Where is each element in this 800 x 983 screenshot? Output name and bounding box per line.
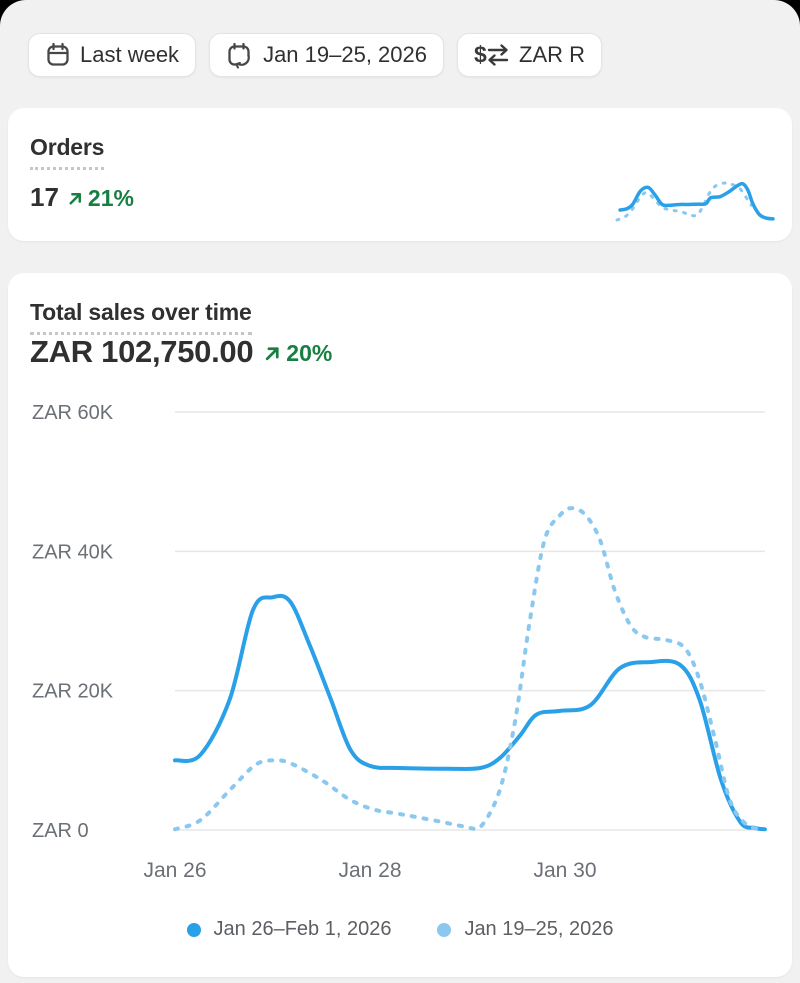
orders-metric-row: 17 21% (30, 182, 134, 213)
currency-button[interactable]: $ ZAR R (457, 33, 602, 77)
calendar-icon (47, 42, 69, 66)
calendar-sync-icon (228, 42, 250, 69)
orders-sparkline-chart (615, 181, 775, 222)
currency-exchange-icon: $ (474, 42, 509, 68)
sales-line-chart[interactable]: ZAR 60K ZAR 40K ZAR 20K ZAR 0 Jan 26 Jan 28 Ja… (8, 273, 792, 893)
svg-text:ZAR 20K: ZAR 20K (32, 681, 114, 703)
svg-text:$: $ (474, 42, 487, 68)
svg-text:Jan 26: Jan 26 (143, 859, 206, 882)
legend-label-current: Jan 26–Feb 1, 2026 (213, 918, 392, 940)
compare-range-button[interactable]: Jan 19–25, 2026 (209, 33, 444, 77)
svg-text:ZAR 0: ZAR 0 (32, 820, 89, 842)
date-range-button[interactable]: Last week (28, 33, 197, 77)
orders-card-title: Orders (30, 134, 104, 170)
date-range-label: Last week (80, 42, 180, 67)
legend-dot-current (186, 922, 201, 937)
legend-item-previous: Jan 19–25, 2026 (437, 918, 613, 941)
sales-metric-row: ZAR 102,750.00 20% (30, 334, 332, 370)
orders-count: 17 (30, 182, 59, 212)
orders-delta: 21% (87, 185, 134, 211)
filter-toolbar: Last week Jan 19–25, 2026 $ (28, 33, 602, 77)
svg-text:Jan 28: Jan 28 (338, 859, 401, 882)
orders-trend: 21% (67, 185, 134, 212)
trend-up-icon (266, 346, 279, 360)
legend-item-current: Jan 26–Feb 1, 2026 (186, 918, 392, 941)
svg-text:ZAR 60K: ZAR 60K (32, 402, 114, 424)
svg-text:Jan 30: Jan 30 (533, 859, 596, 882)
orders-title-link[interactable]: Orders (30, 134, 104, 170)
sales-card-title: Total sales over time (30, 299, 252, 335)
trend-up-icon (69, 193, 81, 205)
orders-card: Orders 17 21% (8, 108, 792, 241)
sales-title-link[interactable]: Total sales over time (30, 299, 252, 335)
sales-trend: 20% (263, 340, 332, 367)
sales-delta: 20% (286, 339, 333, 366)
legend-dot-previous (437, 922, 452, 937)
total-sales-card: Total sales over time ZAR 102,750.00 20%… (8, 273, 792, 977)
sales-total-value: ZAR 102,750.00 (30, 334, 254, 369)
currency-label: ZAR R (519, 42, 585, 67)
compare-range-label: Jan 19–25, 2026 (263, 42, 427, 67)
svg-text:ZAR 40K: ZAR 40K (32, 541, 114, 563)
chart-legend: Jan 26–Feb 1, 2026 Jan 19–25, 2026 (8, 918, 792, 941)
legend-label-previous: Jan 19–25, 2026 (464, 918, 614, 940)
